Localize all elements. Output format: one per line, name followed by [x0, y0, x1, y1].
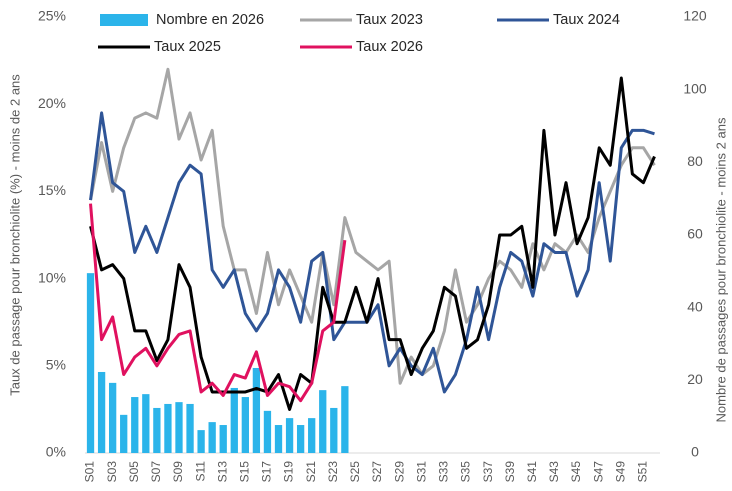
bar: [330, 407, 338, 453]
bar: [108, 382, 117, 453]
x-tick-label: S29: [392, 461, 406, 483]
y2-tick-label: 40: [687, 298, 703, 314]
bar: [274, 425, 283, 453]
bar: [186, 403, 194, 453]
y-tick-label: 25%: [38, 8, 66, 24]
bar: [252, 367, 261, 453]
x-tick-label: S31: [414, 461, 428, 483]
x-tick-label: S19: [282, 461, 296, 483]
y-tick-label: 10%: [38, 269, 66, 285]
x-tick-label: S11: [193, 461, 207, 482]
legend-label: Taux 2024: [553, 12, 620, 28]
bar: [153, 407, 161, 453]
x-tick-label: S47: [591, 461, 605, 483]
y-tick-label: 5%: [46, 357, 66, 373]
bar: [219, 425, 227, 453]
x-tick-label: S43: [547, 461, 561, 483]
x-tick-label: S37: [481, 461, 495, 483]
bar: [175, 402, 183, 453]
x-tick-label: S49: [613, 461, 627, 483]
x-tick-label: S17: [260, 461, 274, 483]
x-tick-label: S23: [326, 461, 340, 483]
bar: [86, 273, 95, 453]
bar: [97, 371, 106, 453]
bar: [296, 425, 305, 453]
y2-tick-label: 20: [687, 371, 703, 387]
x-tick-label: S25: [348, 461, 362, 483]
y-axis-label: Taux de passage pour bronchiolite (%) - …: [7, 74, 22, 396]
y2-tick-label: 80: [687, 153, 703, 169]
bar: [241, 397, 249, 453]
bar: [319, 390, 327, 453]
x-tick-label: S07: [149, 461, 163, 483]
legend-label: Taux 2023: [356, 12, 423, 28]
bar: [208, 422, 216, 453]
legend-label: Taux 2026: [356, 39, 423, 55]
bar: [131, 397, 139, 453]
x-tick-label: S03: [105, 461, 119, 483]
bar: [263, 410, 272, 453]
line: [89, 76, 656, 411]
x-tick-label: S21: [304, 461, 318, 483]
x-tick-label: S27: [370, 461, 384, 483]
bar: [197, 430, 205, 453]
legend-label: Taux 2025: [154, 39, 221, 55]
x-tick-label: S45: [569, 461, 583, 483]
line: [89, 111, 655, 394]
bar: [120, 414, 128, 453]
bar: [285, 418, 294, 453]
bar: [308, 418, 316, 453]
y-tick-label: 15%: [38, 182, 66, 198]
line: [89, 203, 347, 403]
x-tick-label: S41: [525, 461, 539, 483]
x-tick-label: S35: [459, 461, 473, 483]
x-tick-label: S39: [503, 461, 517, 483]
x-tick-label: S15: [238, 461, 252, 483]
y2-axis-label: Nombre de passages pour bronchiolite - m…: [713, 117, 728, 422]
y-tick-label: 0%: [46, 444, 66, 460]
bar: [142, 394, 150, 453]
bar: [230, 387, 238, 453]
bar: [341, 386, 349, 453]
legend-swatch: [100, 14, 148, 26]
x-tick-label: S01: [83, 461, 97, 483]
x-tick-label: S09: [171, 461, 185, 483]
line: [89, 67, 656, 385]
y-tick-label: 20%: [38, 95, 66, 111]
x-tick-label: S51: [636, 461, 650, 483]
x-tick-label: S33: [437, 461, 451, 483]
x-tick-label: S13: [215, 461, 229, 483]
y2-tick-label: 100: [683, 80, 707, 96]
y2-tick-label: 0: [691, 444, 699, 460]
x-tick-label: S05: [127, 461, 141, 483]
legend-label: Nombre en 2026: [156, 12, 264, 28]
y2-tick-label: 120: [683, 8, 707, 24]
y2-tick-label: 60: [687, 226, 703, 242]
bar: [164, 403, 172, 453]
